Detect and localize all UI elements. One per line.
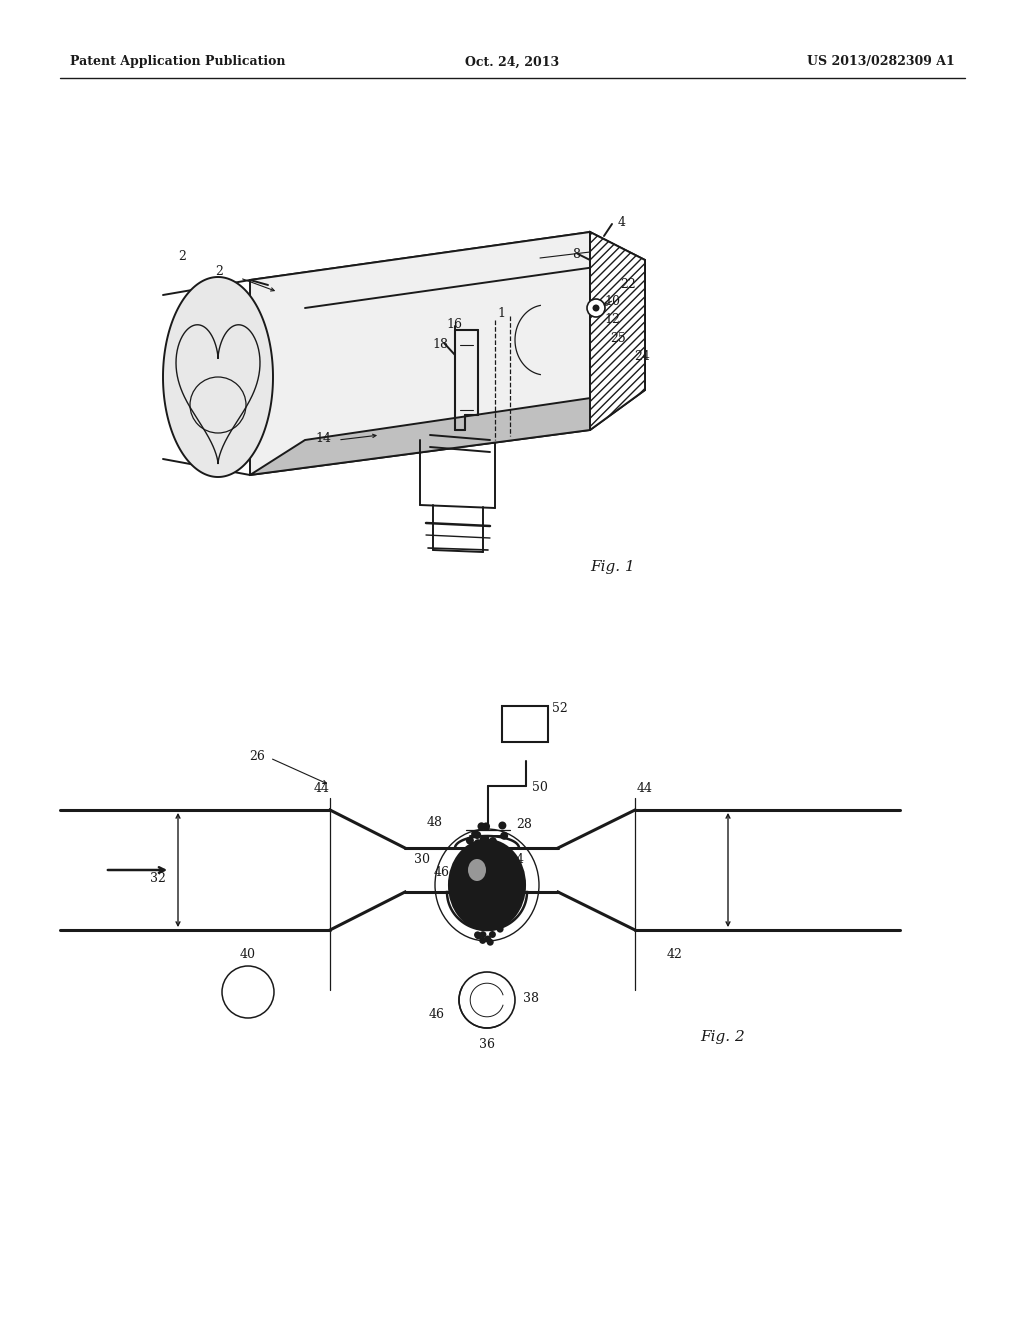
Text: „1“: „1“ xyxy=(240,990,256,998)
Text: 25: 25 xyxy=(610,333,626,345)
Ellipse shape xyxy=(468,859,486,880)
Circle shape xyxy=(593,305,599,312)
Text: 46: 46 xyxy=(434,866,450,879)
Polygon shape xyxy=(250,232,590,475)
Text: 44: 44 xyxy=(637,781,653,795)
Text: 42: 42 xyxy=(667,948,683,961)
Circle shape xyxy=(488,931,496,939)
Text: 48: 48 xyxy=(427,816,443,829)
Ellipse shape xyxy=(449,840,525,931)
Text: 50: 50 xyxy=(532,781,548,795)
Polygon shape xyxy=(590,232,645,430)
Circle shape xyxy=(479,937,486,944)
Text: 46: 46 xyxy=(429,1008,445,1020)
Polygon shape xyxy=(250,232,645,308)
Circle shape xyxy=(499,821,507,829)
Text: Patent Application Publication: Patent Application Publication xyxy=(70,55,286,69)
Text: 28: 28 xyxy=(516,818,531,832)
Text: 44: 44 xyxy=(314,781,330,795)
Text: 22: 22 xyxy=(620,279,636,290)
Text: 8: 8 xyxy=(572,248,580,261)
Circle shape xyxy=(484,936,492,942)
Text: Fig. 2: Fig. 2 xyxy=(700,1030,744,1044)
Text: 10: 10 xyxy=(604,294,620,308)
Circle shape xyxy=(500,832,508,840)
Circle shape xyxy=(222,966,274,1018)
Text: 38: 38 xyxy=(523,993,539,1005)
Text: 36: 36 xyxy=(479,1038,495,1051)
Text: US 2013/0282309 A1: US 2013/0282309 A1 xyxy=(807,55,955,69)
Circle shape xyxy=(474,932,481,939)
Text: 2: 2 xyxy=(178,249,186,263)
Text: „2“: „2“ xyxy=(479,998,495,1006)
Circle shape xyxy=(497,925,504,933)
Text: 30: 30 xyxy=(414,853,430,866)
Text: 6: 6 xyxy=(221,436,229,447)
Text: 2: 2 xyxy=(215,265,223,279)
Polygon shape xyxy=(163,277,273,477)
Circle shape xyxy=(459,972,515,1028)
Circle shape xyxy=(587,300,605,317)
Text: 1: 1 xyxy=(497,308,505,319)
Text: 34: 34 xyxy=(508,853,524,866)
FancyBboxPatch shape xyxy=(502,706,548,742)
Text: 40: 40 xyxy=(240,948,256,961)
Circle shape xyxy=(477,822,485,830)
Polygon shape xyxy=(250,389,645,475)
Circle shape xyxy=(479,931,486,939)
Text: 26: 26 xyxy=(249,750,265,763)
Circle shape xyxy=(466,837,474,845)
Circle shape xyxy=(488,837,497,845)
Text: 52: 52 xyxy=(552,702,567,715)
Circle shape xyxy=(473,832,481,840)
Circle shape xyxy=(474,840,482,847)
Circle shape xyxy=(479,836,487,843)
Text: 16: 16 xyxy=(446,318,462,331)
Circle shape xyxy=(471,830,479,838)
Text: 18: 18 xyxy=(432,338,449,351)
Circle shape xyxy=(482,822,490,830)
Text: 12: 12 xyxy=(604,313,620,326)
Text: 14: 14 xyxy=(315,432,331,445)
Circle shape xyxy=(486,939,494,945)
Text: Fig. 1: Fig. 1 xyxy=(590,560,635,574)
Text: 32: 32 xyxy=(151,871,166,884)
Circle shape xyxy=(475,932,482,940)
Text: Oct. 24, 2013: Oct. 24, 2013 xyxy=(465,55,559,69)
Text: 24: 24 xyxy=(634,350,650,363)
Text: 4: 4 xyxy=(618,216,626,228)
